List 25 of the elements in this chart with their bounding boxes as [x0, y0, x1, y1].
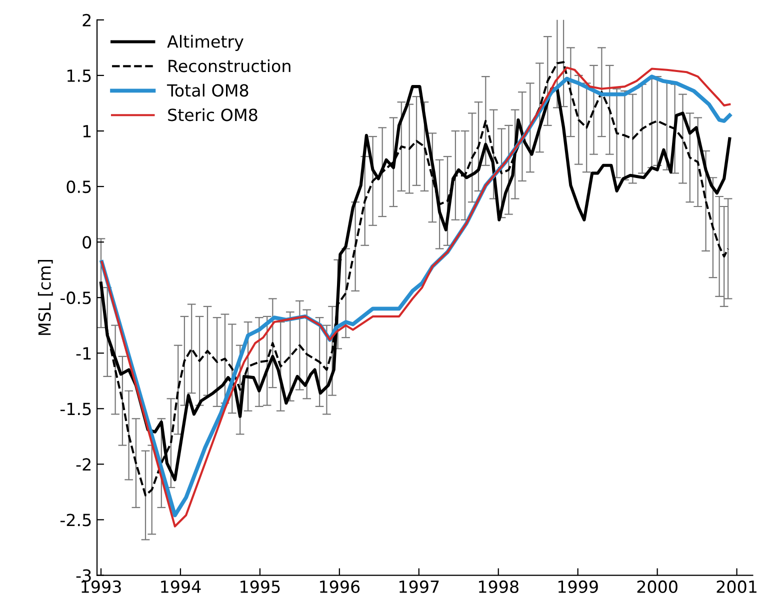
y-tick-label: -2 — [76, 458, 90, 471]
x-tick-label: 1998 — [478, 580, 518, 594]
x-tick-label: 1995 — [240, 580, 280, 594]
legend-label: Steric OM8 — [168, 108, 258, 122]
x-tick-label: 1996 — [320, 580, 360, 594]
legend-label: Reconstruction — [168, 59, 290, 72]
x-tick-label: 1994 — [161, 580, 201, 594]
y-tick-label: 0.5 — [66, 180, 91, 194]
y-tick-label: 1 — [83, 125, 91, 138]
y-tick-label: -1.5 — [60, 402, 91, 416]
y-tick-label: 0 — [82, 236, 92, 249]
y-tick-label: -3 — [76, 569, 91, 582]
legend-label: Total OM8 — [166, 84, 248, 97]
y-tick-label: -2.5 — [60, 514, 91, 526]
x-tick-label: 2000 — [637, 580, 678, 594]
y-tick-label: -0.5 — [60, 292, 91, 304]
x-tick-label: 1993 — [82, 580, 121, 594]
x-tick-label: 1999 — [558, 580, 598, 594]
y-axis-title: MSL [cm] — [38, 260, 53, 335]
y-tick-label: 2 — [82, 14, 90, 26]
x-tick-label: 1997 — [400, 580, 439, 594]
legend-label: Altimetry — [167, 34, 244, 52]
y-tick-label: -1 — [76, 347, 91, 360]
x-tick-label: 2001 — [716, 580, 756, 594]
y-tick-label: 1.5 — [67, 70, 91, 82]
